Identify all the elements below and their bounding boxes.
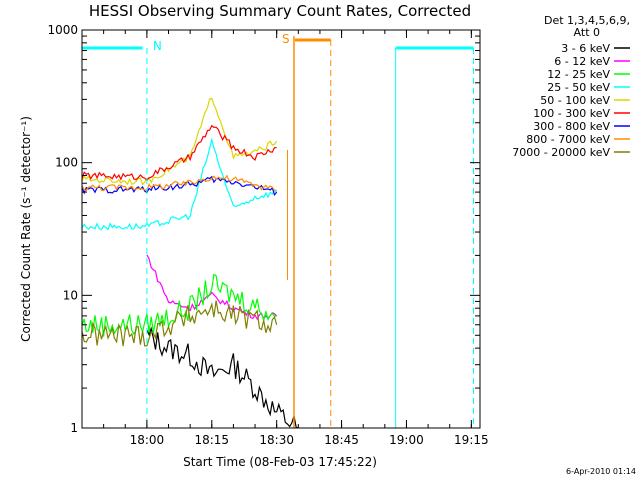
x-tick-label: 18:30: [259, 433, 294, 447]
legend-label-3: 25 - 50 keV: [547, 81, 610, 94]
x-tick-label: 18:15: [194, 433, 229, 447]
series-line-3: [81, 137, 278, 231]
x-axis-label: Start Time (08-Feb-03 17:45:22): [183, 455, 377, 469]
y-tick-label: 10: [63, 288, 78, 302]
y-tick-label: 1: [70, 421, 78, 435]
y-tick-label: 100: [55, 156, 78, 170]
series-line-8: [81, 300, 278, 347]
legend-label-7: 800 - 7000 keV: [526, 133, 610, 146]
x-tick-label: 18:00: [130, 433, 165, 447]
series-line-5: [81, 124, 277, 182]
y-tick-label: 1000: [47, 23, 78, 37]
legend-label-0: 3 - 6 keV: [561, 42, 610, 55]
legend-label-5: 100 - 300 keV: [533, 107, 610, 120]
legend-label-6: 300 - 800 keV: [533, 120, 610, 133]
annotation-s: S: [282, 32, 290, 46]
series-line-2: [81, 273, 277, 337]
legend-label-2: 12 - 25 keV: [547, 68, 610, 81]
annotation-n: N: [153, 39, 162, 53]
y-axis-label: Corrected Count Rate (s⁻¹ detector⁻¹): [19, 116, 33, 342]
series-line-4: [81, 97, 278, 186]
legend-label-1: 6 - 12 keV: [554, 55, 610, 68]
series-lines: [81, 97, 299, 429]
legend-label-8: 7000 - 20000 keV: [512, 146, 610, 159]
footer-timestamp: 6-Apr-2010 01:14: [566, 467, 636, 476]
series-line-7: [81, 174, 277, 192]
legend-header-line-1: Det 1,3,4,5,6,9,: [544, 14, 630, 27]
x-tick-label: 19:15: [454, 433, 489, 447]
axis-ticks: 18:00 18:15 18:30 18:45 19:00 19:15 1 10 100 1000: [47, 23, 488, 447]
x-tick-label: 18:45: [324, 433, 359, 447]
plot-frame: [81, 29, 481, 429]
x-tick-label: 19:00: [389, 433, 424, 447]
series-line-6: [81, 175, 278, 197]
series-line-0: [146, 326, 299, 429]
legend-header-line-2: Att 0: [574, 26, 600, 39]
chart-title: HESSI Observing Summary Count Rates, Cor…: [89, 2, 471, 20]
series-line-1: [146, 254, 278, 321]
legend-label-4: 50 - 100 keV: [540, 94, 610, 107]
